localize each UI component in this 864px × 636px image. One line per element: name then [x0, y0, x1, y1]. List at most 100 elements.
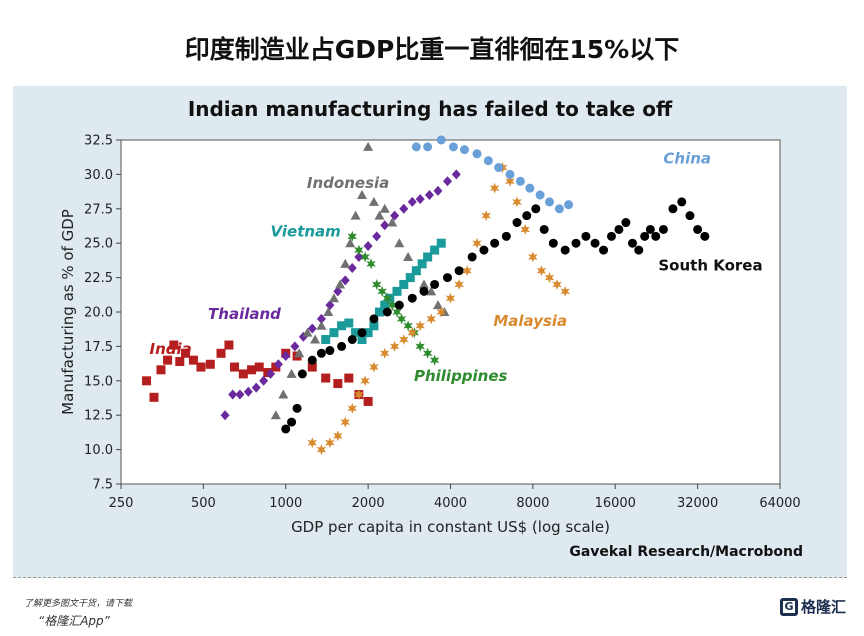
headline: 印度制造业占GDP比重一直徘徊在15%以下 [184, 35, 680, 64]
point-south-korea [316, 348, 326, 358]
point-philippines [392, 306, 402, 318]
point-malaysia [472, 237, 482, 249]
point-south-korea [693, 224, 703, 234]
point-thailand [347, 262, 357, 273]
point-malaysia [316, 444, 327, 456]
point-thailand [340, 275, 350, 286]
point-malaysia [454, 279, 464, 290]
point-vietnam [399, 279, 409, 289]
y-tick-label: 17.5 [84, 340, 113, 355]
point-south-korea [454, 266, 464, 276]
point-thailand [372, 231, 382, 242]
point-thailand [399, 203, 409, 214]
y-tick-label: 25.0 [84, 237, 113, 252]
point-malaysia [333, 430, 343, 442]
point-vietnam [380, 300, 390, 310]
point-philippines [372, 279, 382, 290]
point-china [436, 135, 446, 145]
point-malaysia [369, 361, 379, 373]
point-china [535, 190, 545, 200]
point-india [175, 357, 185, 367]
point-philippines [347, 230, 357, 242]
point-south-korea [357, 328, 367, 338]
point-south-korea [297, 369, 307, 379]
point-vietnam [405, 273, 415, 283]
point-vietnam [357, 335, 367, 345]
point-india [205, 359, 215, 369]
point-malaysia [360, 375, 370, 387]
point-malaysia [436, 306, 446, 318]
point-indonesia [294, 348, 305, 358]
point-south-korea [581, 231, 591, 241]
point-thailand [424, 190, 434, 201]
point-india [169, 340, 179, 350]
point-south-korea [651, 231, 661, 241]
x-tick-label: 2000 [352, 496, 385, 511]
point-india [156, 365, 166, 375]
point-indonesia [368, 196, 379, 206]
point-indonesia [350, 210, 361, 220]
point-india [224, 340, 234, 350]
point-vietnam [344, 318, 354, 328]
point-india [321, 373, 331, 383]
series-label: Philippines [414, 367, 508, 385]
point-south-korea [369, 314, 379, 324]
point-thailand [442, 176, 452, 187]
point-vietnam [321, 335, 331, 345]
y-tick-label: 15.0 [84, 374, 113, 389]
point-vietnam [392, 286, 402, 296]
point-philippines [387, 299, 397, 311]
point-indonesia [345, 238, 356, 248]
point-malaysia [462, 265, 472, 277]
point-philippines [422, 347, 433, 359]
point-india [363, 396, 373, 406]
x-tick-label: 16000 [595, 496, 636, 511]
y-tick-label: 7.5 [92, 478, 113, 493]
point-china [448, 142, 458, 152]
point-malaysia [389, 340, 400, 352]
point-india [254, 362, 264, 372]
point-thailand [228, 389, 238, 400]
y-tick-label: 10.0 [84, 443, 113, 458]
point-malaysia [552, 279, 562, 290]
point-south-korea [590, 238, 600, 248]
point-south-korea [634, 245, 644, 255]
point-indonesia [387, 217, 398, 227]
point-vietnam [329, 328, 339, 338]
point-india [333, 379, 343, 389]
point-india [230, 362, 240, 372]
y-tick-label: 27.5 [84, 202, 113, 217]
y-tick-label: 22.5 [84, 271, 113, 286]
point-indonesia [432, 300, 443, 310]
point-south-korea [419, 286, 429, 296]
point-philippines [354, 244, 364, 256]
point-india [188, 355, 198, 365]
x-tick-label: 1000 [269, 496, 302, 511]
point-philippines [366, 258, 376, 270]
point-indonesia [403, 251, 414, 261]
point-indonesia [394, 238, 405, 248]
point-south-korea [337, 341, 347, 351]
point-vietnam [369, 321, 379, 331]
point-malaysia [340, 416, 350, 428]
point-philippines [377, 285, 387, 297]
y-tick-label: 20.0 [84, 306, 113, 321]
point-malaysia [354, 389, 364, 401]
point-malaysia [380, 347, 390, 359]
point-india [247, 365, 257, 375]
series-label: Vietnam [271, 222, 341, 240]
x-tick-label: 8000 [516, 496, 549, 511]
point-indonesia [363, 141, 374, 151]
point-thailand [363, 240, 373, 251]
point-india [180, 348, 190, 358]
point-south-korea [292, 403, 302, 413]
series-label: India [150, 340, 192, 358]
point-malaysia [307, 437, 317, 449]
point-vietnam [436, 238, 446, 248]
footer-divider [13, 577, 847, 578]
point-indonesia [286, 368, 297, 378]
footer-logo-text: 格隆汇 [800, 598, 846, 616]
point-china [525, 183, 535, 193]
point-thailand [433, 185, 443, 196]
point-malaysia [528, 251, 538, 263]
